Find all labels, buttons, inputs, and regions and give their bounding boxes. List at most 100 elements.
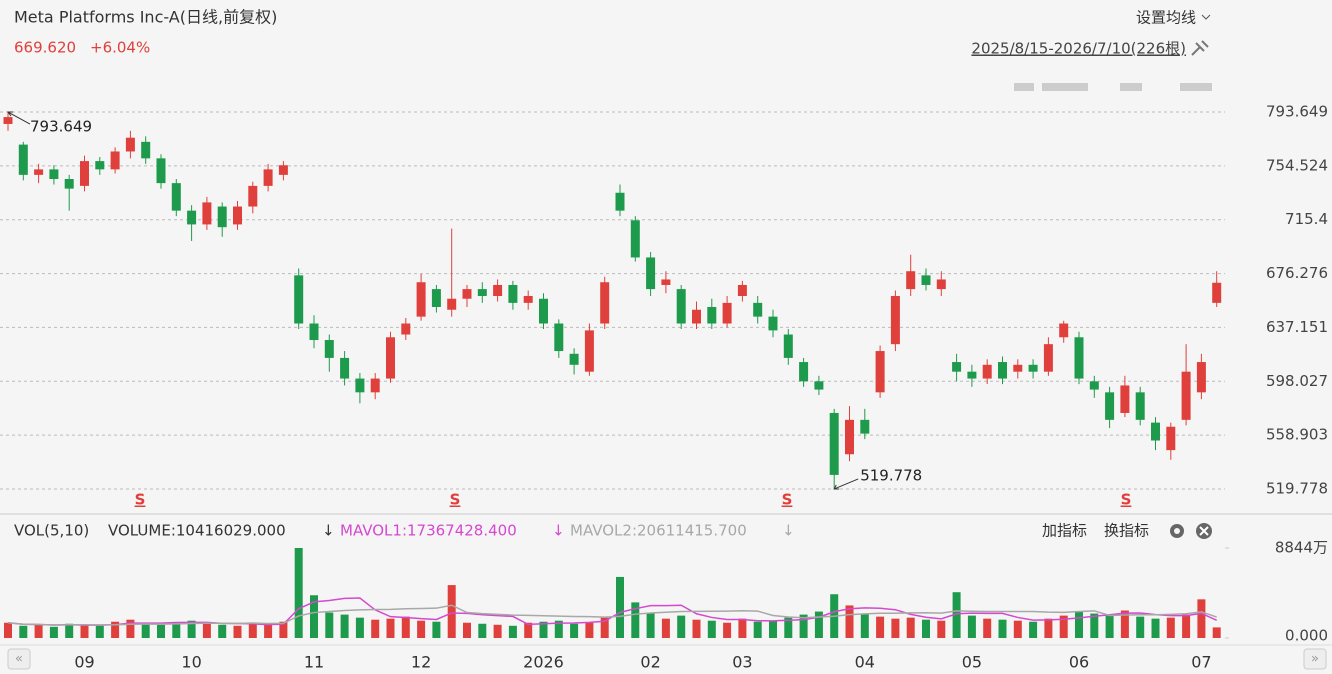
candle-body [523, 295, 533, 303]
volume-bar [172, 622, 181, 638]
y-tick-label: 598.027 [1266, 372, 1328, 390]
candle-body [676, 289, 686, 324]
y-tick-label: 558.903 [1266, 426, 1328, 444]
x-tick-label: 12 [411, 653, 431, 672]
candle-body [278, 165, 288, 175]
volume-bar [554, 620, 563, 638]
y-tick-label: 637.151 [1266, 318, 1328, 336]
arrow-icon: ↓ [782, 522, 795, 540]
candle-body [875, 351, 885, 393]
add-indicator[interactable]: 加指标 [1042, 522, 1087, 540]
high-label: 793.649 [30, 118, 92, 136]
volume-bar [723, 622, 732, 638]
candle-body [248, 185, 258, 207]
volume-bar [386, 618, 395, 638]
candle-body [1105, 392, 1115, 420]
candle-body [630, 220, 640, 258]
volume-bar [1166, 617, 1175, 638]
scroll-left-icon: « [15, 652, 23, 667]
x-tick-label: 07 [1191, 653, 1211, 672]
volume-bar [157, 624, 165, 638]
volume-bar [463, 622, 471, 638]
y-tick-label: 793.649 [1266, 103, 1328, 121]
volume-bar [998, 619, 1007, 638]
volume-bar [524, 622, 533, 638]
volume-bar [922, 619, 930, 638]
candle-body [998, 362, 1007, 379]
candle-body [768, 316, 778, 331]
scroll-right[interactable] [1303, 648, 1327, 670]
volume-bar [539, 621, 548, 638]
volume-bar [661, 618, 670, 638]
volume-bar [1212, 627, 1221, 638]
candle-body [125, 137, 135, 152]
candle-body [217, 206, 227, 228]
volume-label: VOLUME:10416029.000 [108, 522, 286, 540]
volume-bar [784, 617, 793, 638]
scroll-right-icon: » [1311, 652, 1319, 667]
volume-bar [1105, 614, 1114, 638]
ma-setting[interactable]: 设置均线 [1136, 9, 1196, 27]
volume-bar [493, 624, 502, 638]
arrow-icon: ↓ [322, 522, 335, 540]
candle-body [799, 362, 809, 382]
candle-body [171, 183, 181, 211]
toolbar-icons[interactable] [1014, 83, 1212, 91]
candle-body [615, 192, 625, 211]
candle-body [370, 378, 380, 393]
scroll-left[interactable] [7, 648, 31, 670]
volume-bar [585, 622, 594, 638]
volume-bar [1029, 621, 1038, 638]
candle-body [982, 364, 992, 379]
y-tick-label: 754.524 [1266, 156, 1328, 174]
pin-icon[interactable] [1191, 40, 1209, 56]
volume-bar [1151, 618, 1160, 638]
annotation-arrow [7, 111, 31, 125]
candle-body [646, 257, 656, 290]
ma-line [7, 604, 1217, 626]
dropdown-icon[interactable] [1201, 14, 1211, 20]
volume-bar [478, 623, 487, 638]
candle-body [233, 206, 242, 225]
candle-body [707, 306, 717, 324]
volume-bar [218, 624, 227, 638]
candle-body [493, 284, 503, 296]
candle-body [294, 275, 304, 324]
settings-icon-hole [1174, 528, 1180, 534]
candle-body [661, 279, 671, 285]
candle-body [3, 117, 13, 124]
volume-bar [248, 623, 257, 638]
candle-body [692, 309, 701, 324]
volume-bar [340, 614, 349, 638]
candle-body [783, 334, 793, 358]
volume-bar [1075, 611, 1083, 638]
volume-bar [80, 624, 89, 638]
close-icon-x [1199, 526, 1209, 536]
volume-bar [49, 626, 58, 638]
candle-body [845, 419, 854, 455]
legend-entry: MAVOL1:17367428.400 [340, 522, 517, 540]
volume-bar [187, 620, 196, 638]
candle-body [1043, 344, 1053, 372]
switch-indicator[interactable]: 换指标 [1104, 522, 1149, 540]
candle-body [324, 340, 334, 358]
volume-bar [65, 623, 74, 638]
candle-body [952, 362, 962, 372]
volume-bar [1013, 620, 1022, 638]
date-range[interactable]: 2025/8/15-2026/7/10(226根) [971, 40, 1186, 58]
candle-body [1151, 422, 1160, 441]
volume-bar [111, 621, 120, 638]
volume-bar [141, 623, 150, 638]
candle-body [386, 337, 395, 379]
volume-bar [692, 619, 701, 638]
volume-bar [1136, 616, 1145, 638]
candle-body [18, 144, 28, 175]
x-tick-label: 02 [640, 653, 660, 672]
split-marker: S [782, 491, 793, 509]
candle-body [890, 295, 900, 345]
candle-body [416, 282, 426, 317]
candle-body [539, 298, 548, 324]
candle-body [829, 412, 839, 475]
